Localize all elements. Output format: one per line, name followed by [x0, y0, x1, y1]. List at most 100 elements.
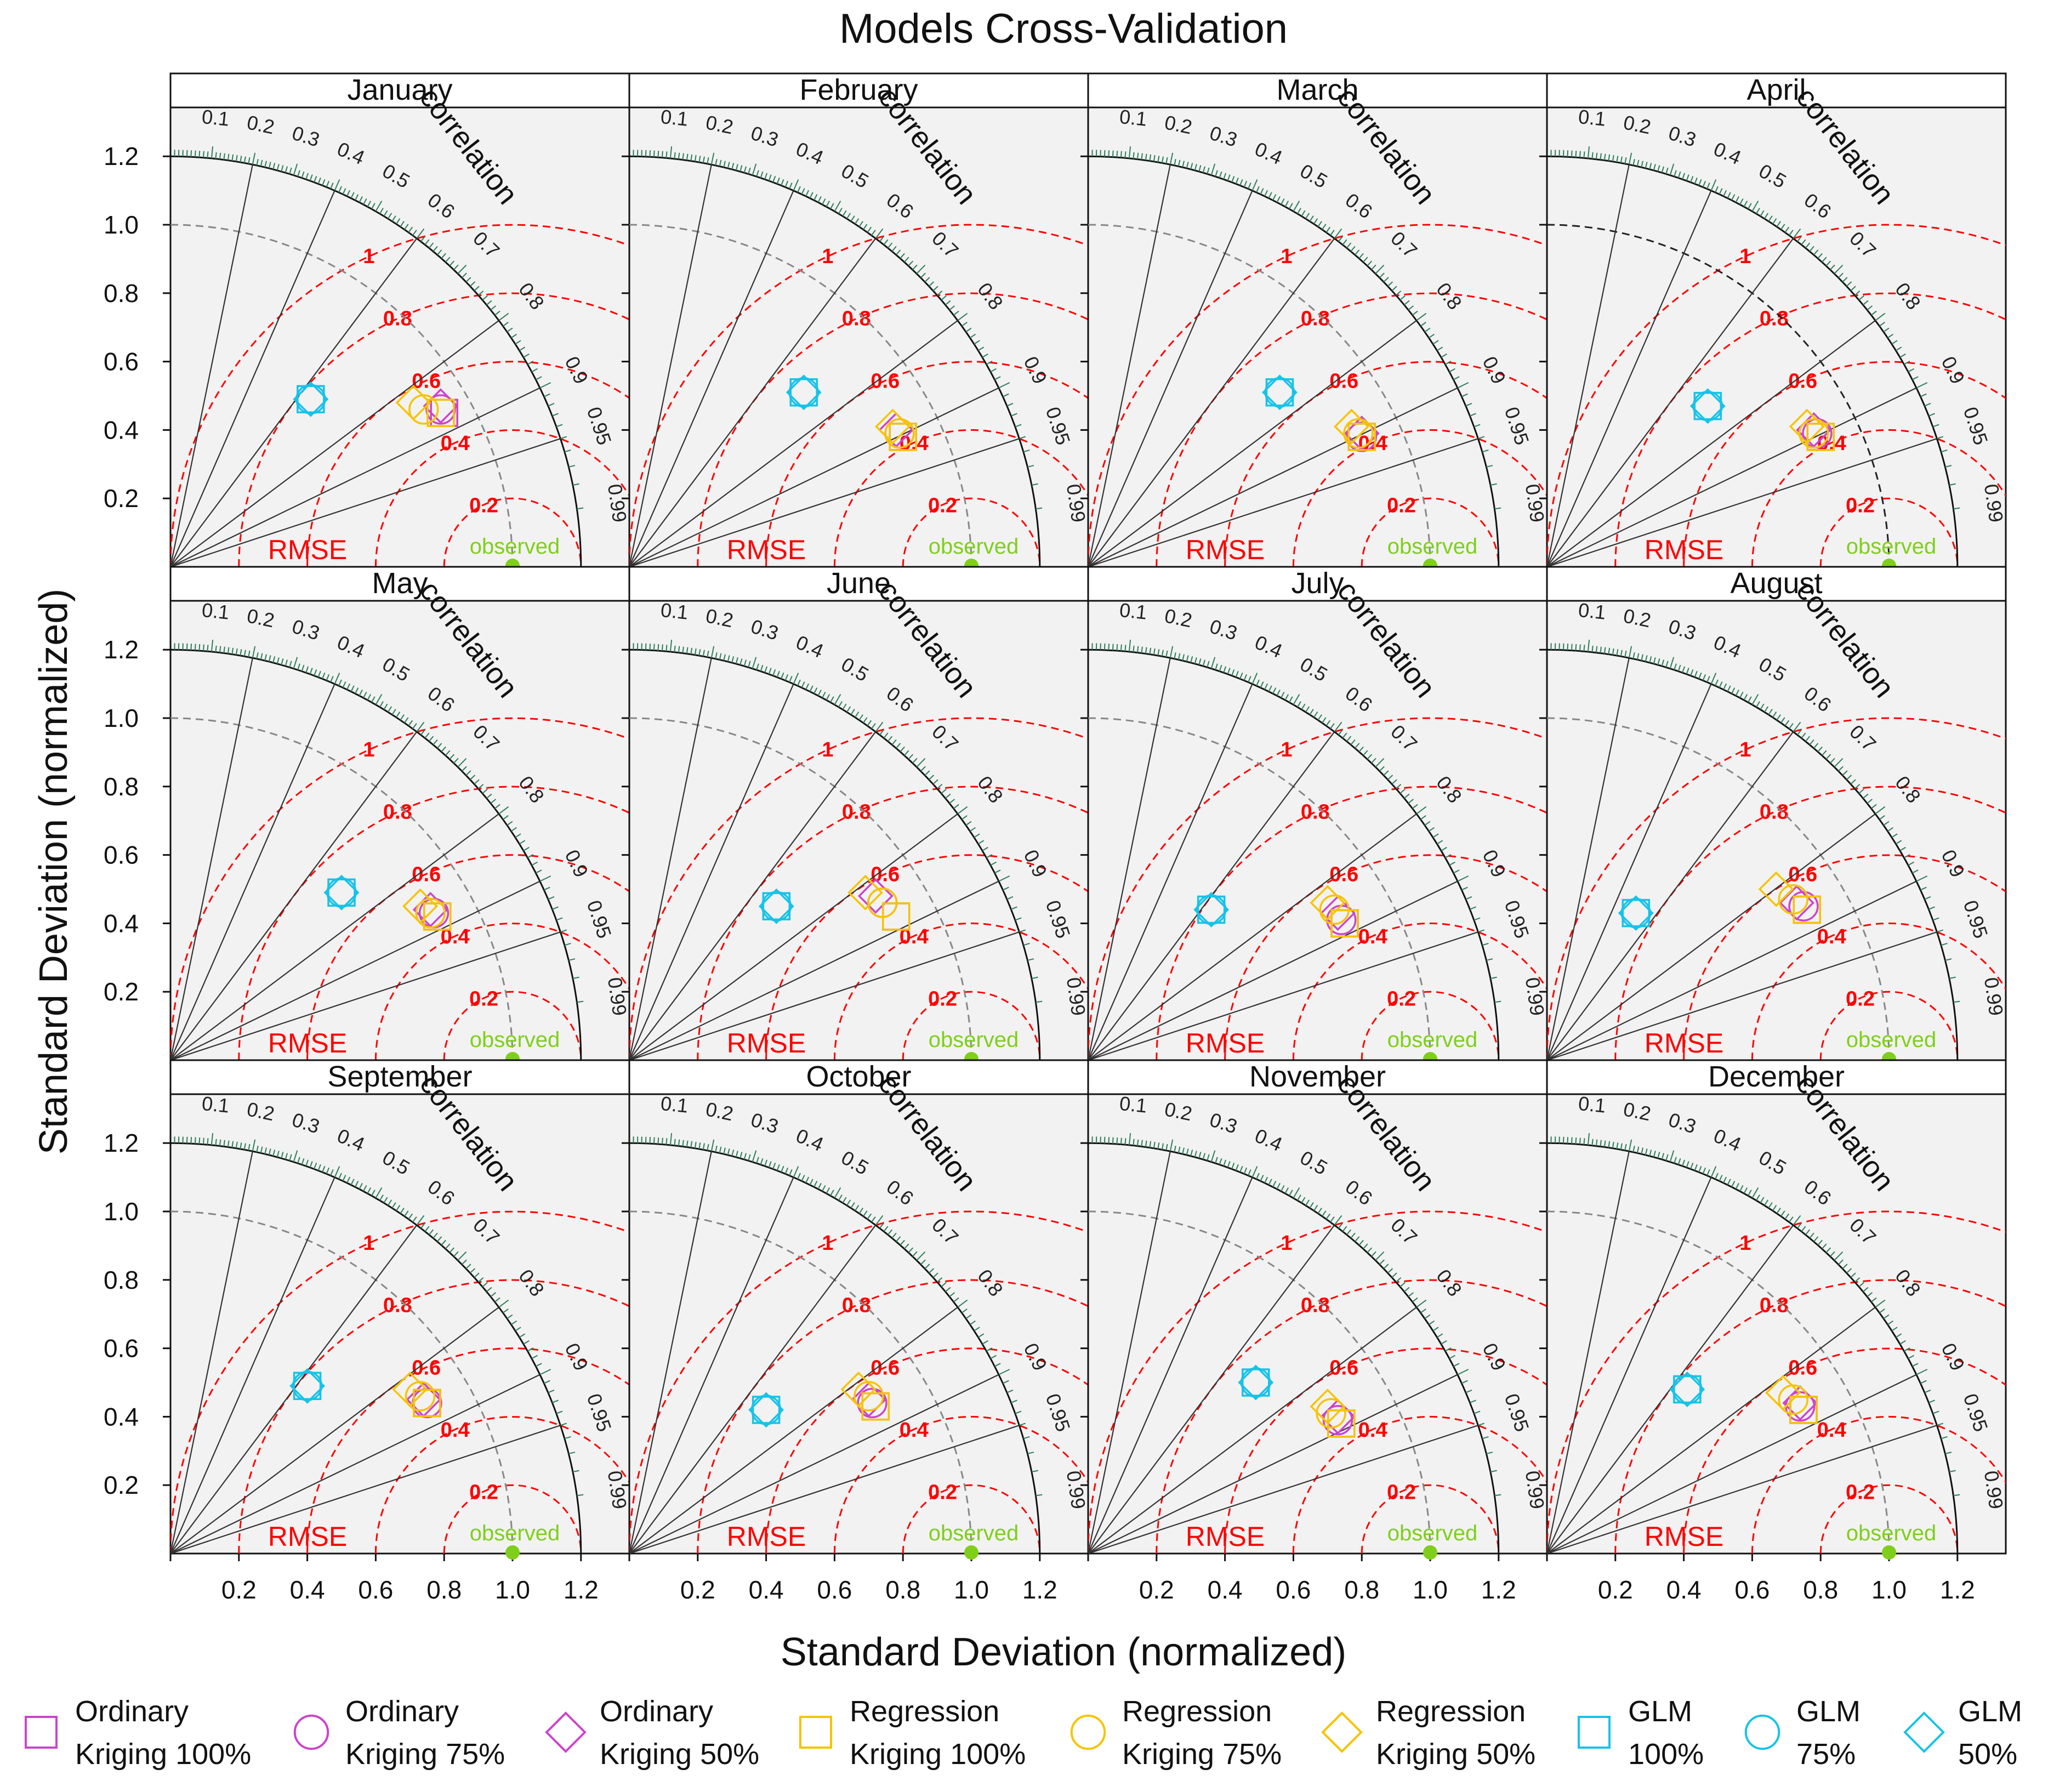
observed-point [964, 1545, 979, 1560]
legend-label: Regression [1122, 1695, 1272, 1728]
x-tick-label: 1.0 [1871, 1575, 1907, 1604]
y-tick-label: 0.4 [104, 416, 139, 444]
x-axis-label: Standard Deviation (normalized) [781, 1630, 1347, 1674]
correlation-tick-label: 0.1 [1577, 599, 1607, 624]
correlation-tick [654, 644, 655, 651]
correlation-tick-label: 0.1 [201, 599, 230, 624]
y-tick-label: 1.0 [104, 211, 139, 239]
correlation-tick [662, 1138, 663, 1145]
rmse-tick-label: 1 [363, 1232, 374, 1255]
correlation-tick-label: 0.1 [201, 1092, 230, 1117]
correlation-tick [1575, 151, 1576, 157]
legend-label: Kriging 75% [345, 1738, 505, 1771]
rmse-tick-label: 0.4 [1817, 925, 1846, 948]
rmse-tick-label: 0.4 [441, 1419, 470, 1442]
rmse-tick-label: 0.8 [1760, 801, 1789, 824]
legend-label: Ordinary [75, 1695, 189, 1728]
correlation-tick [1108, 644, 1109, 650]
rmse-tick-label: 0.4 [1358, 1419, 1387, 1442]
x-tick-label: 1.2 [564, 1575, 599, 1604]
legend-label: Kriging 100% [850, 1738, 1026, 1771]
x-tick-label: 0.8 [1344, 1575, 1379, 1604]
y-tick-label: 0.2 [104, 484, 139, 513]
correlation-tick [674, 1139, 675, 1146]
chart-title: Models Cross-Validation [839, 5, 1288, 52]
correlation-tick [666, 151, 667, 158]
x-tick-label: 0.2 [1139, 1575, 1174, 1604]
x-tick-label: 0.6 [358, 1575, 393, 1604]
x-tick-label: 0.4 [290, 1575, 325, 1604]
rmse-axis-label: RMSE [268, 1028, 347, 1059]
correlation-tick [195, 151, 196, 157]
x-tick-label: 1.0 [1413, 1575, 1448, 1604]
correlation-tick [1121, 1138, 1122, 1145]
rmse-axis-label: RMSE [1645, 1028, 1723, 1059]
legend-label: Kriging 75% [1122, 1738, 1282, 1771]
rmse-axis-label: RMSE [1186, 534, 1265, 565]
observed-label: observed [929, 1521, 1019, 1545]
legend-label: Ordinary [600, 1695, 713, 1728]
legend-label: GLM [1628, 1695, 1692, 1728]
x-tick-label: 0.4 [1208, 1575, 1243, 1604]
x-tick-label: 0.2 [680, 1575, 715, 1604]
observed-label: observed [1387, 534, 1478, 559]
x-tick-label: 0.4 [749, 1575, 784, 1604]
rmse-axis-label: RMSE [727, 1028, 806, 1059]
correlation-tick-label: 0.1 [1118, 1092, 1148, 1117]
correlation-tick-label: 0.1 [201, 105, 230, 130]
rmse-tick-label: 0.8 [842, 1294, 871, 1317]
correlation-tick [195, 1137, 196, 1144]
legend-label: GLM [1796, 1695, 1861, 1728]
rmse-tick-label: 1 [1281, 245, 1292, 268]
rmse-tick-label: 0.4 [900, 925, 929, 948]
observed-label: observed [1846, 1521, 1937, 1545]
rmse-tick-label: 1 [822, 1232, 833, 1255]
rmse-axis-label: RMSE [727, 1521, 806, 1552]
rmse-tick-label: 0.2 [928, 494, 957, 517]
observed-label: observed [929, 534, 1019, 559]
rmse-tick-label: 0.4 [441, 925, 470, 948]
rmse-axis-label: RMSE [1186, 1521, 1265, 1552]
rmse-tick-label: 0.6 [1329, 369, 1358, 392]
correlation-tick [215, 646, 216, 652]
y-tick-label: 0.8 [104, 772, 139, 801]
observed-label: observed [929, 1028, 1019, 1052]
rmse-axis-label: RMSE [268, 534, 347, 565]
rmse-tick-label: 0.2 [1387, 494, 1416, 517]
correlation-tick-label: 0.1 [659, 1092, 689, 1117]
rmse-tick-label: 0.2 [469, 987, 498, 1010]
rmse-tick-label: 1 [822, 738, 833, 761]
y-tick-label: 0.2 [104, 1471, 139, 1499]
rmse-tick-label: 0.2 [928, 987, 957, 1010]
rmse-tick-label: 0.8 [383, 308, 412, 331]
correlation-tick [1121, 151, 1122, 158]
rmse-axis-label: RMSE [1645, 1521, 1723, 1552]
rmse-axis-label: RMSE [1186, 1028, 1265, 1059]
correlation-tick [1121, 645, 1122, 651]
rmse-tick-label: 0.2 [1387, 987, 1416, 1010]
rmse-tick-label: 0.8 [383, 801, 412, 824]
x-tick-label: 0.8 [1803, 1575, 1838, 1604]
observed-label: observed [1387, 1521, 1478, 1545]
observed-point [1882, 1545, 1896, 1560]
y-tick-label: 0.6 [104, 841, 139, 869]
y-tick-label: 0.6 [104, 348, 139, 376]
correlation-tick [203, 151, 204, 158]
rmse-tick-label: 0.8 [1301, 1294, 1330, 1317]
rmse-tick-label: 0.8 [1760, 308, 1789, 331]
rmse-tick-label: 0.6 [871, 369, 900, 392]
rmse-tick-label: 0.6 [871, 863, 900, 886]
y-tick-label: 1.0 [104, 704, 139, 732]
correlation-tick [666, 645, 667, 651]
rmse-tick-label: 0.6 [1788, 863, 1817, 886]
legend-label: Kriging 100% [75, 1738, 251, 1771]
correlation-tick [1133, 152, 1134, 159]
rmse-tick-label: 0.6 [871, 1356, 900, 1379]
observed-label: observed [470, 1028, 560, 1052]
correlation-tick-label: 0.1 [1577, 1092, 1607, 1117]
x-tick-label: 0.4 [1666, 1575, 1702, 1604]
correlation-tick-label: 0.1 [1577, 105, 1607, 130]
correlation-tick [666, 1138, 667, 1145]
